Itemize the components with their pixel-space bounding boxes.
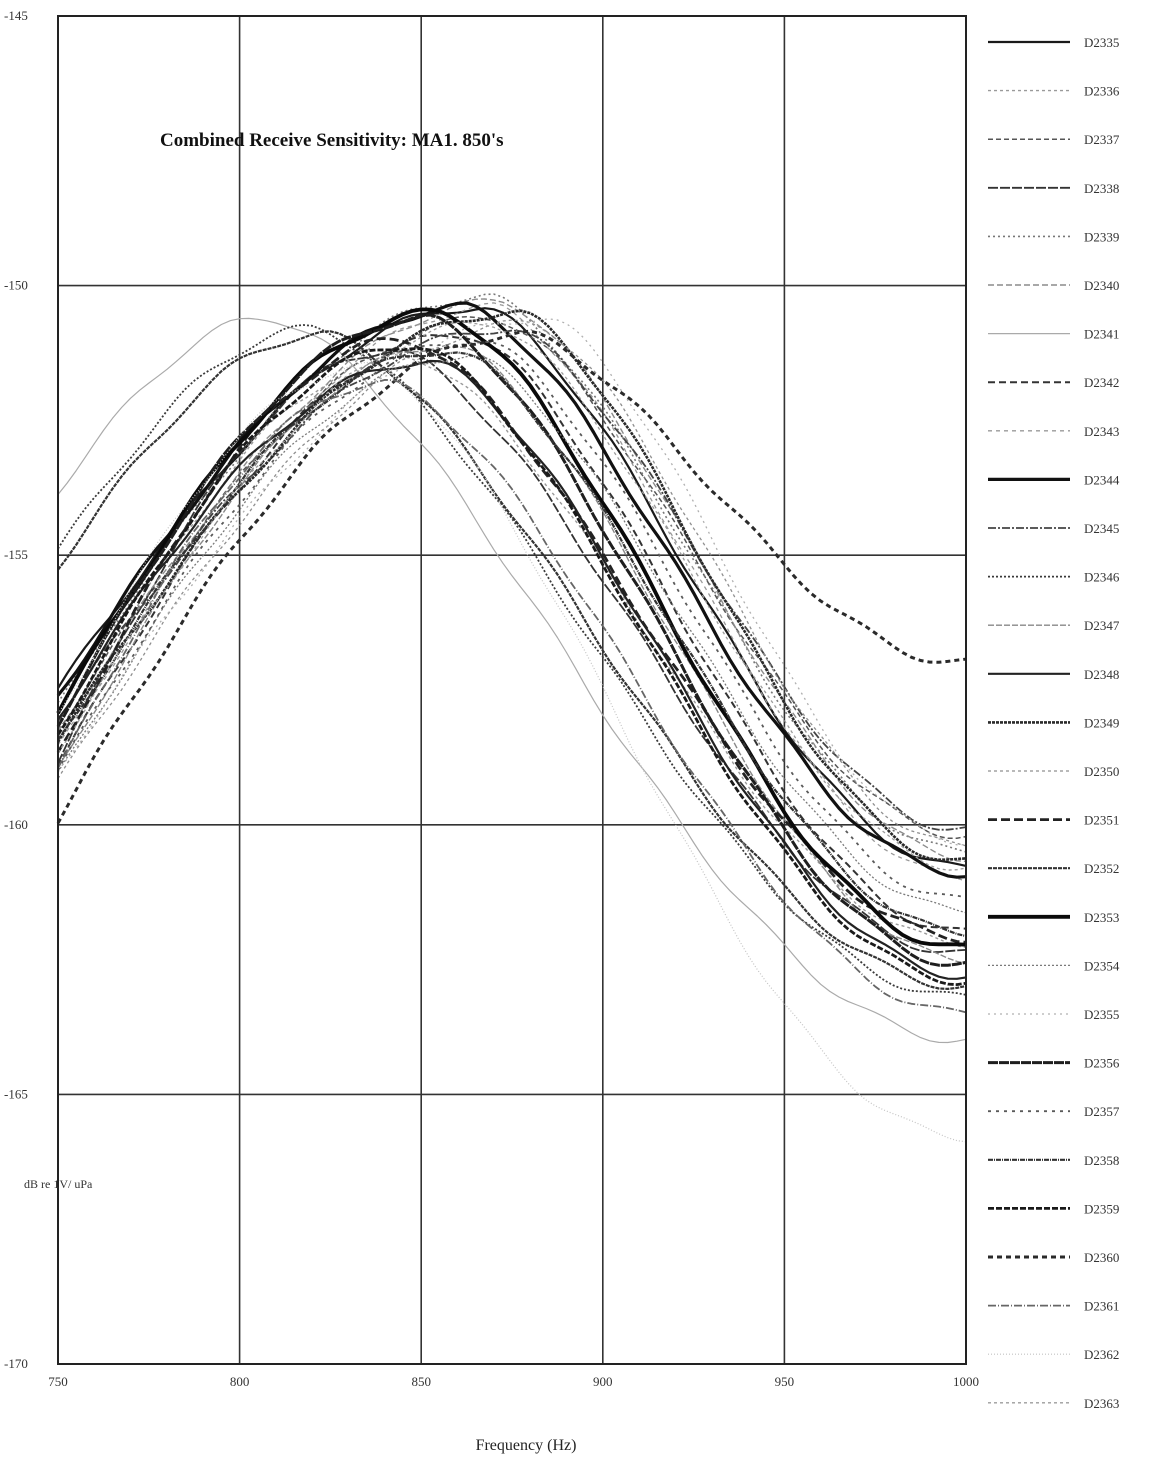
series-line-d2360 — [56, 329, 967, 824]
legend-item: D2357 — [988, 1104, 1120, 1119]
y-tick-label: -155 — [4, 547, 28, 562]
plot-frame — [57, 15, 967, 1365]
legend-item: D2340 — [988, 278, 1119, 293]
legend-item: D2350 — [988, 764, 1119, 779]
legend-item: D2344 — [988, 472, 1120, 487]
legend-item: D2355 — [988, 1007, 1119, 1022]
legend-label: D2351 — [1084, 813, 1119, 828]
legend-label: D2344 — [1084, 472, 1120, 487]
x-tick-label: 750 — [48, 1374, 68, 1389]
legend-label: D2353 — [1084, 910, 1119, 925]
legend-item: D2342 — [988, 375, 1119, 390]
x-tick-label: 900 — [593, 1374, 613, 1389]
legend-item: D2348 — [988, 667, 1119, 682]
legend-item: D2353 — [988, 910, 1119, 925]
legend-label: D2350 — [1084, 764, 1119, 779]
series-line-d2341 — [57, 317, 967, 1044]
legend-label: D2341 — [1084, 327, 1119, 342]
series-lines — [56, 293, 967, 1143]
legend-label: D2337 — [1084, 132, 1120, 147]
legend-label: D2342 — [1084, 375, 1119, 390]
series-line-d2363 — [57, 321, 967, 871]
y-tick-label: -160 — [4, 817, 28, 832]
series-line-d2338 — [57, 350, 967, 953]
legend-item: D2339 — [988, 229, 1119, 244]
legend-label: D2349 — [1084, 715, 1119, 730]
legend-label: D2360 — [1084, 1250, 1119, 1265]
legend-label: D2361 — [1084, 1299, 1119, 1314]
series-line-d2339 — [57, 293, 967, 853]
legend-item: D2347 — [988, 618, 1120, 633]
x-tick-labels: 750 800 850 900 950 1000 — [48, 1374, 979, 1389]
series-line-d2362 — [57, 361, 967, 1143]
legend-label: D2345 — [1084, 521, 1119, 536]
legend-item: D2358 — [988, 1153, 1119, 1168]
y-tick-label: -170 — [4, 1356, 28, 1371]
legend-item: D2356 — [988, 1056, 1120, 1071]
legend-item: D2349 — [988, 715, 1119, 730]
legend-label: D2339 — [1084, 229, 1119, 244]
legend-item: D2343 — [988, 424, 1119, 439]
legend-item: D2360 — [988, 1250, 1119, 1265]
legend-label: D2357 — [1084, 1104, 1120, 1119]
y-tick-label: -150 — [4, 278, 28, 293]
legend-label: D2340 — [1084, 278, 1119, 293]
legend-label: D2358 — [1084, 1153, 1119, 1168]
series-line-d2358 — [57, 351, 967, 938]
legend-label: D2352 — [1084, 861, 1119, 876]
x-tick-label: 800 — [230, 1374, 250, 1389]
legend-item: D2345 — [988, 521, 1119, 536]
x-tick-label: 850 — [411, 1374, 431, 1389]
legend-item: D2351 — [988, 813, 1119, 828]
legend-item: D2335 — [988, 35, 1119, 50]
legend-label: D2343 — [1084, 424, 1119, 439]
legend-item: D2341 — [988, 327, 1119, 342]
legend-item: D2337 — [988, 132, 1120, 147]
x-tick-label: 950 — [775, 1374, 795, 1389]
legend-label: D2356 — [1084, 1056, 1120, 1071]
series-line-d2352 — [57, 330, 967, 991]
legend-label: D2347 — [1084, 618, 1120, 633]
legend-item: D2352 — [988, 861, 1119, 876]
series-line-d2359 — [56, 347, 967, 986]
series-line-d2354 — [57, 355, 967, 914]
legend-label: D2362 — [1084, 1347, 1119, 1362]
y-tick-label: -165 — [4, 1086, 28, 1101]
series-line-d2344 — [56, 301, 967, 879]
x-axis-label: Frequency (Hz) — [476, 1437, 577, 1454]
legend-label: D2355 — [1084, 1007, 1119, 1022]
x-tick-label: 1000 — [953, 1374, 979, 1389]
legend-item: D2338 — [988, 181, 1119, 196]
series-line-d2343 — [57, 302, 967, 882]
chart-title: Combined Receive Sensitivity: MA1. 850's — [160, 130, 504, 151]
y-tick-labels: -145 -150 -155 -160 -165 -170 — [4, 8, 28, 1371]
y-axis-label: dB re 1V/ uPa — [24, 1177, 93, 1191]
legend-item: D2336 — [988, 84, 1120, 99]
series-line-d2361 — [57, 378, 967, 1014]
legend-item: D2354 — [988, 958, 1120, 973]
legend-item: D2359 — [988, 1201, 1119, 1216]
legend-label: D2363 — [1084, 1396, 1119, 1411]
series-line-d2337 — [57, 315, 967, 839]
legend-item: D2362 — [988, 1347, 1119, 1362]
legend-item: D2363 — [988, 1396, 1119, 1411]
legend-label: D2336 — [1084, 84, 1120, 99]
series-line-d2355 — [57, 318, 967, 846]
legend: D2335 D2336 D2337 D2338 D2339 D2340 D2341 D2342… — [988, 35, 1120, 1411]
legend-label: D2359 — [1084, 1201, 1119, 1216]
legend-item: D2361 — [988, 1299, 1119, 1314]
legend-label: D2346 — [1084, 570, 1120, 585]
legend-label: D2354 — [1084, 958, 1120, 973]
y-tick-label: -145 — [4, 8, 28, 23]
legend-item: D2346 — [988, 570, 1120, 585]
series-line-d2336 — [57, 353, 967, 949]
series-line-d2345 — [57, 329, 967, 831]
legend-label: D2335 — [1084, 35, 1119, 50]
legend-label: D2338 — [1084, 181, 1119, 196]
legend-label: D2348 — [1084, 667, 1119, 682]
series-line-d2347 — [57, 345, 967, 965]
